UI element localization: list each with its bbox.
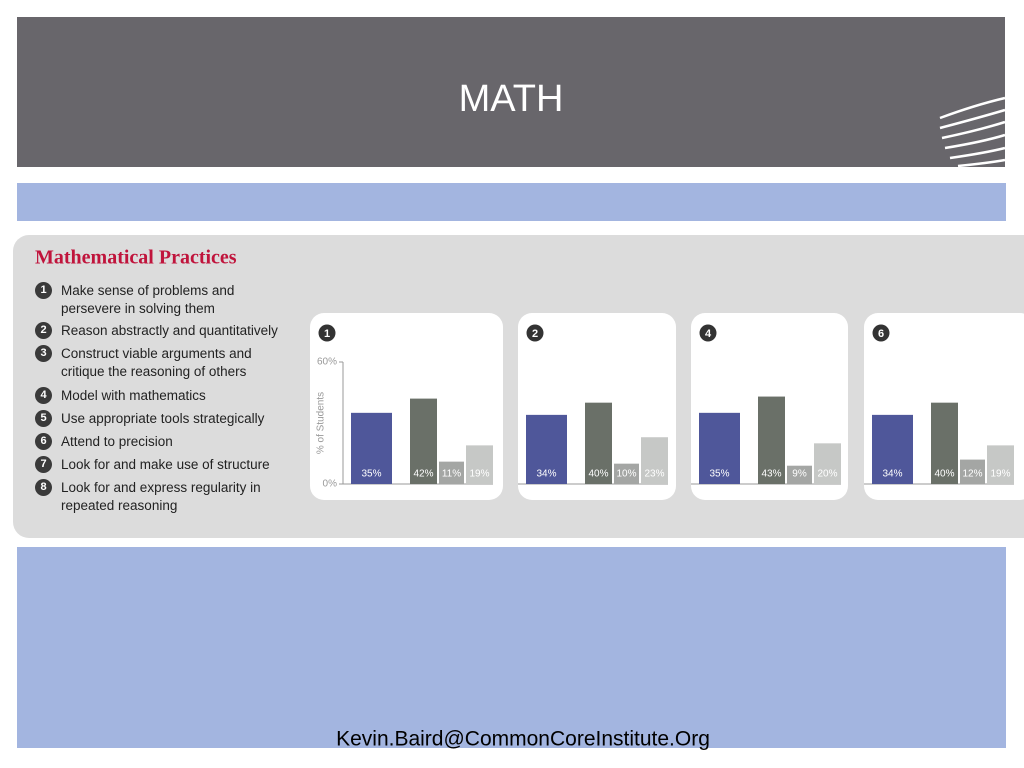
accent-band — [17, 183, 1006, 221]
value-label: 34% — [536, 469, 556, 480]
chart-title: 4 — [705, 328, 712, 340]
practice-item: 3 Construct viable arguments and critique… — [35, 345, 300, 381]
practice-item: 6 Attend to precision — [35, 433, 300, 451]
value-label: 9% — [792, 469, 807, 480]
y-tick-label: 0% — [323, 479, 338, 490]
bar — [351, 412, 392, 484]
value-label: 43% — [761, 469, 781, 480]
practice-text: Make sense of problems and persevere in … — [61, 283, 235, 316]
practice-number: 2 — [35, 322, 52, 339]
bar — [439, 461, 464, 484]
bar — [814, 443, 841, 484]
practice-item: 2 Reason abstractly and quantitatively — [35, 322, 300, 340]
footer-email: Kevin.Baird@CommonCoreInstitute.Org — [336, 728, 710, 751]
slide-title: MATH — [459, 78, 564, 120]
value-label: 11% — [442, 469, 461, 480]
y-axis-label: % of Students — [316, 392, 327, 454]
practice-number: 6 — [35, 433, 52, 450]
chart-badge — [872, 324, 890, 342]
chart-badge — [318, 324, 336, 342]
value-label: 40% — [934, 469, 954, 480]
practice-item: 1 Make sense of problems and persevere in… — [35, 282, 300, 318]
practice-item: 4 Model with mathematics — [35, 387, 300, 405]
practice-number: 4 — [35, 387, 52, 404]
chart-title: 2 — [532, 328, 538, 340]
y-tick-label: 60% — [317, 357, 337, 368]
bar — [987, 445, 1014, 484]
bar — [641, 437, 668, 484]
practice-text: Model with mathematics — [61, 388, 206, 403]
practice-item: 5 Use appropriate tools strategically — [35, 410, 300, 428]
practice-item: 7 Look for and make use of structure — [35, 456, 300, 474]
bar — [872, 414, 913, 484]
practice-number: 5 — [35, 410, 52, 427]
bar — [787, 465, 812, 484]
practice-number: 1 — [35, 282, 52, 299]
practice-text: Construct viable arguments and critique … — [61, 346, 252, 379]
value-label: 35% — [361, 469, 381, 480]
wave-decoration — [939, 96, 1006, 168]
practices-title: Mathematical Practices — [35, 247, 237, 269]
value-label: 40% — [588, 469, 608, 480]
value-label: 12% — [962, 469, 982, 480]
chart-title: 1 — [324, 328, 330, 340]
practice-text: Use appropriate tools strategically — [61, 411, 265, 426]
value-label: 19% — [469, 469, 489, 480]
practice-item: 8 Look for and express regularity in repe… — [35, 479, 300, 515]
practice-number: 7 — [35, 456, 52, 473]
value-label: 20% — [817, 469, 837, 480]
bar — [960, 459, 985, 484]
value-label: 19% — [990, 469, 1010, 480]
bar — [466, 445, 493, 484]
value-label: 35% — [709, 469, 729, 480]
value-label: 23% — [644, 469, 664, 480]
value-label: 34% — [882, 469, 902, 480]
bottom-band — [17, 547, 1006, 748]
header-band — [17, 17, 1005, 167]
bar — [410, 398, 437, 484]
value-label: 42% — [413, 469, 433, 480]
practice-text: Look for and make use of structure — [61, 457, 270, 472]
bar — [758, 396, 785, 484]
practice-text: Reason abstractly and quantitatively — [61, 323, 278, 338]
bar — [585, 402, 612, 484]
bar — [699, 412, 740, 484]
chart-badge — [526, 324, 544, 342]
practice-text: Look for and express regularity in repea… — [61, 480, 261, 513]
bar — [931, 402, 958, 484]
chart-title: 6 — [878, 328, 884, 340]
bar — [526, 414, 567, 484]
chart-badge — [699, 324, 717, 342]
practice-text: Attend to precision — [61, 434, 173, 449]
practice-number: 8 — [35, 479, 52, 496]
value-label: 10% — [616, 469, 636, 480]
practice-number: 3 — [35, 345, 52, 362]
bar — [614, 463, 639, 484]
